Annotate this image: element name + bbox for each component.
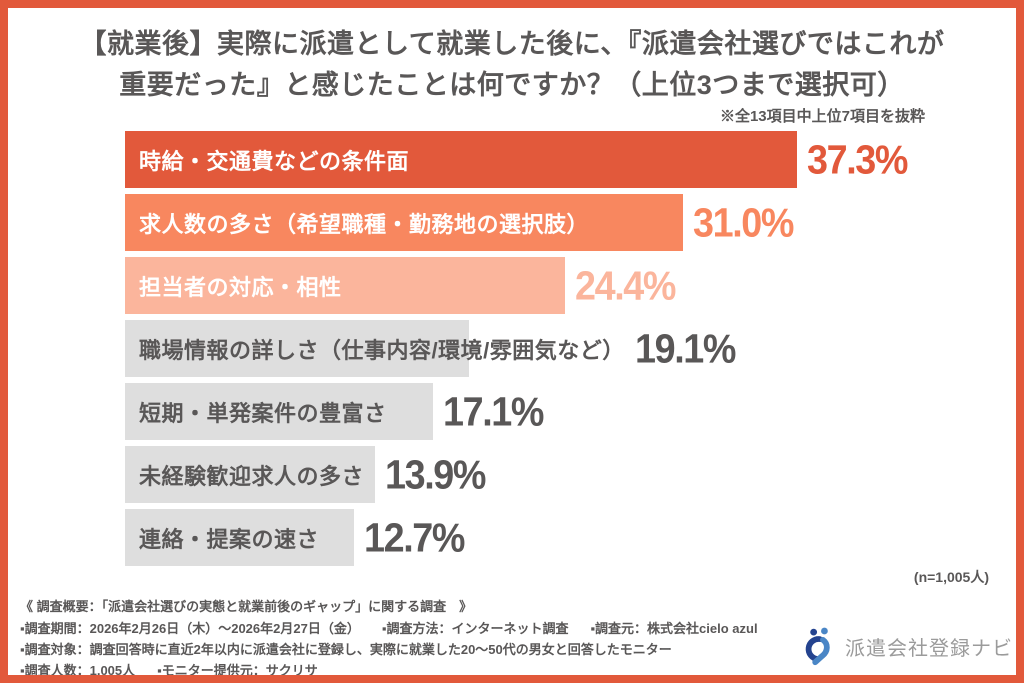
brand-logo-icon xyxy=(805,627,830,666)
bar-label: 職場情報の詳しさ（仕事内容/環境/雰囲気など） xyxy=(139,337,625,363)
survey-period: ▪調査期間：2026年2月26日（木）～2026年2月27日（金） xyxy=(20,621,360,636)
bar-row: 短期・単発案件の豊富さ 17.1% xyxy=(125,383,1010,440)
bar xyxy=(125,131,797,188)
bar-row: 時給・交通費などの条件面 37.3% xyxy=(125,131,1010,188)
bar-value: 19.1% xyxy=(635,325,736,371)
bar xyxy=(125,509,354,566)
survey-meta-line1: ▪調査期間：2026年2月26日（木）～2026年2月27日（金） ▪調査方法：イ… xyxy=(20,618,1004,639)
excerpt-note: ※全13項目中上位7項目を抜粋 xyxy=(719,108,925,125)
bar-row: 職場情報の詳しさ（仕事内容/環境/雰囲気など） 19.1% xyxy=(125,320,1010,377)
bar-value: 17.1% xyxy=(443,388,544,434)
sample-size: (n=1,005人) xyxy=(913,569,989,585)
brand-logo: 派遣会社登録ナビ xyxy=(799,620,1013,672)
survey-meta-line3: ▪調査人数：1,005人 ▪モニター提供元：サクリサ xyxy=(20,660,1004,678)
survey-summary: 《 調査概要：「派遣会社選びの実態と就業前後のギャップ」に関する調査 》 xyxy=(20,599,473,614)
bar-label: 短期・単発案件の豊富さ xyxy=(139,400,387,426)
survey-count: ▪調査人数：1,005人 xyxy=(20,663,136,678)
survey-monitor-provider: ▪モニター提供元：サクリサ xyxy=(157,663,318,678)
bar xyxy=(125,320,469,377)
survey-footer: 《 調査概要：「派遣会社選びの実態と就業前後のギャップ」に関する調査 》 ▪調査… xyxy=(20,596,1004,678)
bar-label: 連絡・提案の速さ xyxy=(139,526,320,552)
bar-value: 31.0% xyxy=(693,199,794,245)
bar-label: 担当者の対応・相性 xyxy=(139,274,342,300)
page-title-line2: 重要だった』と感じたことは何ですか？（上位3つまで選択可） xyxy=(119,70,905,100)
survey-method: ▪調査方法：インターネット調査 xyxy=(381,621,569,636)
page-title: 【就業後】実際に派遣として就業した後に、『派遣会社選びではこれが 重要だった』と… xyxy=(8,24,1016,106)
bar-label: 未経験歓迎求人の多さ xyxy=(139,463,365,489)
bar-value: 13.9% xyxy=(385,451,486,497)
bar xyxy=(125,383,433,440)
bar xyxy=(125,257,565,314)
page-title-line1: 【就業後】実際に派遣として就業した後に、『派遣会社選びではこれが xyxy=(79,29,945,59)
survey-source: ▪調査元：株式会社cielo azul xyxy=(590,621,758,636)
bar-label: 時給・交通費などの条件面 xyxy=(139,148,410,174)
brand-logo-text: 派遣会社登録ナビ xyxy=(845,637,1013,660)
bar-row: 担当者の対応・相性 24.4% xyxy=(125,257,1010,314)
bar xyxy=(125,194,683,251)
bar-value: 12.7% xyxy=(364,514,465,560)
bar-label: 求人数の多さ（希望職種・勤務地の選択肢） xyxy=(139,211,590,237)
bar-row: 連絡・提案の速さ 12.7% xyxy=(125,509,1010,566)
bar-value: 24.4% xyxy=(575,262,676,308)
bar-row: 未経験歓迎求人の多さ 13.9% xyxy=(125,446,1010,503)
survey-target: ▪調査対象：調査回答時に直近2年以内に派遣会社に登録し、実際に就業した20～50… xyxy=(20,642,672,657)
bar-chart: 時給・交通費などの条件面 37.3% 求人数の多さ（希望職種・勤務地の選択肢） 31.… xyxy=(125,131,1010,572)
bar-value: 37.3% xyxy=(807,136,908,182)
bar xyxy=(125,446,375,503)
bar-row: 求人数の多さ（希望職種・勤務地の選択肢） 31.0% xyxy=(125,194,1010,251)
